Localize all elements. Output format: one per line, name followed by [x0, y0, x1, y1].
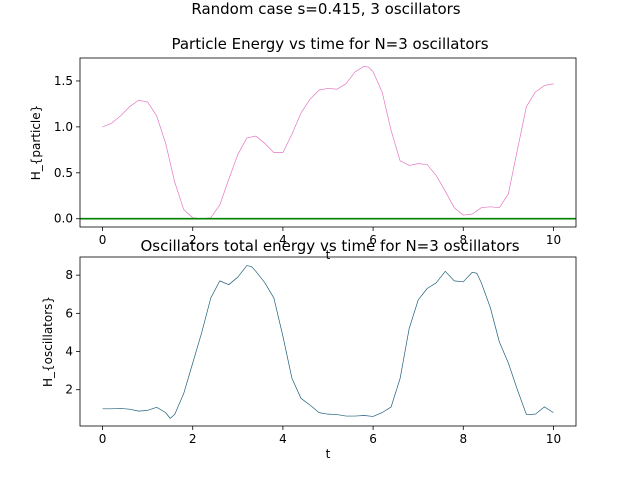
particle-axes-frame — [79, 57, 577, 228]
oscillators-series-line-0 — [102, 265, 554, 419]
oscillators-xtick-label: 8 — [459, 432, 467, 446]
oscillators-axes-frame — [79, 256, 577, 427]
particle-axes: 0 2 4 6 8 10 0.0 0.5 1.0 1.5 H_{particle}t Particle… — [29, 35, 577, 262]
oscillators-xlabel: t — [326, 447, 331, 461]
particle-xtick-label: 10 — [546, 233, 561, 247]
figure-suptitle: Random case s=0.415, 3 oscillators — [191, 0, 460, 18]
oscillators-ytick-label: 4 — [65, 345, 73, 359]
oscillators-ytick-label: 8 — [65, 268, 73, 282]
particle-ytick-label: 1.5 — [54, 74, 73, 88]
particle-ylabel: H_{particle} — [29, 105, 43, 181]
particle-series-line-0 — [102, 65, 554, 220]
oscillators-ytick-label: 6 — [65, 306, 73, 320]
particle-xtick-label: 0 — [99, 233, 107, 247]
oscillators-xtick-label: 2 — [189, 432, 197, 446]
particle-xtick-label: 6 — [369, 233, 377, 247]
oscillators-xtick-label: 6 — [369, 432, 377, 446]
oscillators-title: Oscillators total energy vs time for N=3… — [140, 237, 519, 255]
oscillators-xtick-label: 10 — [546, 432, 561, 446]
particle-xtick-label: 8 — [459, 233, 467, 247]
particle-xlabel: t — [326, 248, 331, 262]
particle-ytick-label: 1.0 — [54, 120, 73, 134]
particle-title: Particle Energy vs time for N=3 oscillat… — [171, 35, 488, 53]
particle-xtick-label: 2 — [189, 233, 197, 247]
particle-ytick-label: 0.5 — [54, 166, 73, 180]
oscillators-xtick-label: 4 — [279, 432, 287, 446]
oscillators-ylabel: H_{oscillators} — [41, 296, 55, 387]
particle-xtick-label: 4 — [279, 233, 287, 247]
particle-ytick-label: 0.0 — [54, 212, 73, 226]
oscillators-ytick-label: 2 — [65, 383, 73, 397]
oscillators-xtick-label: 0 — [99, 432, 107, 446]
